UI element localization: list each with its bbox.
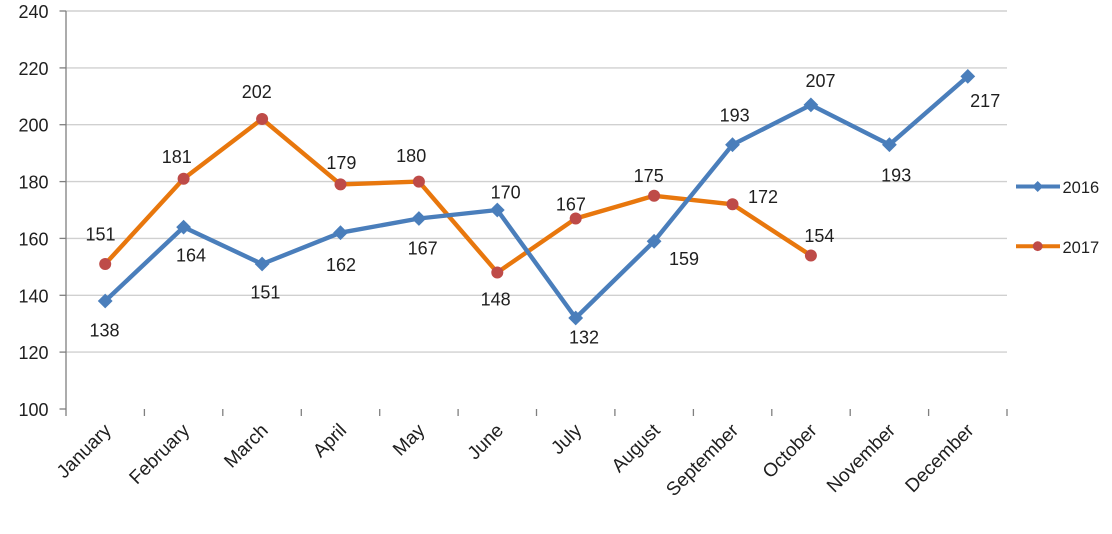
- svg-text:200: 200: [18, 116, 48, 136]
- svg-text:154: 154: [804, 226, 834, 246]
- svg-text:151: 151: [250, 283, 280, 303]
- svg-text:179: 179: [326, 153, 356, 173]
- svg-text:170: 170: [491, 182, 521, 202]
- svg-text:2016: 2016: [1063, 179, 1100, 197]
- svg-text:164: 164: [176, 245, 206, 265]
- svg-text:120: 120: [18, 343, 48, 363]
- svg-text:217: 217: [970, 91, 1000, 111]
- svg-text:132: 132: [569, 328, 599, 348]
- svg-text:167: 167: [408, 238, 438, 258]
- svg-text:240: 240: [18, 2, 48, 22]
- svg-text:180: 180: [18, 173, 48, 193]
- svg-text:148: 148: [481, 290, 511, 310]
- svg-text:172: 172: [748, 187, 778, 207]
- svg-text:207: 207: [805, 71, 835, 91]
- svg-text:2017: 2017: [1063, 239, 1100, 257]
- svg-text:193: 193: [881, 166, 911, 186]
- svg-text:180: 180: [396, 146, 426, 166]
- svg-text:138: 138: [89, 321, 119, 341]
- svg-text:193: 193: [720, 106, 750, 126]
- svg-text:181: 181: [162, 147, 192, 167]
- svg-text:202: 202: [242, 82, 272, 102]
- svg-text:100: 100: [18, 400, 48, 420]
- svg-text:220: 220: [18, 59, 48, 79]
- svg-text:151: 151: [85, 225, 115, 245]
- svg-text:175: 175: [634, 166, 664, 186]
- svg-text:160: 160: [18, 229, 48, 249]
- svg-text:162: 162: [326, 255, 356, 275]
- svg-text:159: 159: [669, 249, 699, 269]
- svg-text:140: 140: [18, 286, 48, 306]
- svg-text:167: 167: [556, 195, 586, 215]
